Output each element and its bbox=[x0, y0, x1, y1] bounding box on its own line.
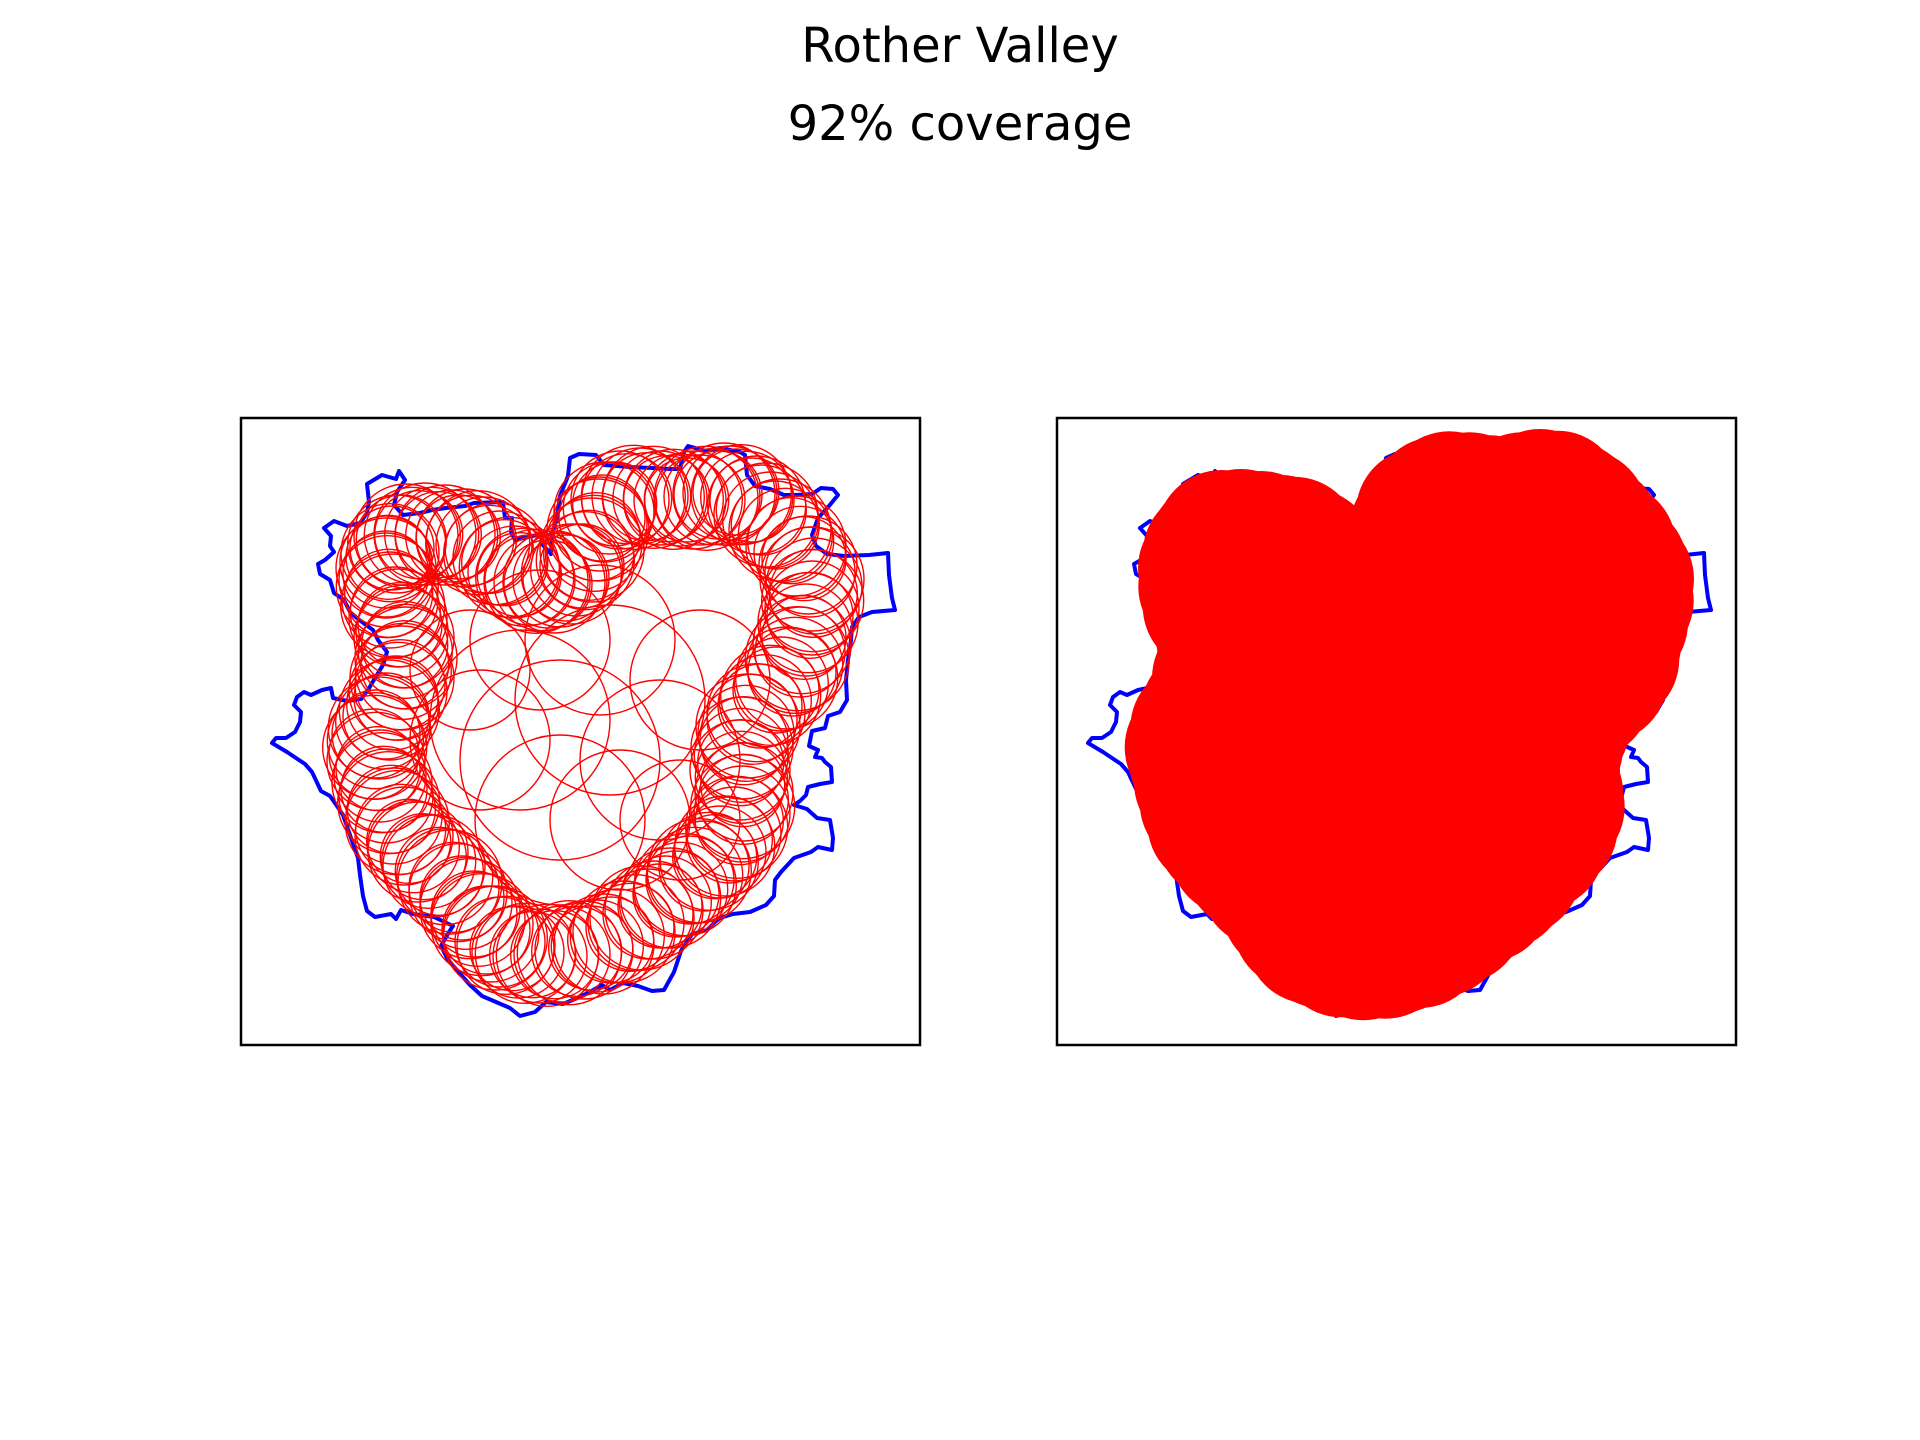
coverage-circle bbox=[471, 905, 565, 999]
coverage-circle bbox=[685, 796, 773, 884]
coverage-circle bbox=[535, 511, 635, 611]
coverage-circle bbox=[366, 798, 452, 884]
coverage-circle bbox=[342, 530, 430, 618]
coverage-circle bbox=[474, 734, 646, 906]
coverage-circle bbox=[524, 564, 676, 716]
coverage-circle bbox=[348, 568, 448, 668]
coverage-circle bbox=[345, 514, 431, 600]
coverage-circle bbox=[342, 672, 430, 760]
coverage-circle bbox=[461, 519, 549, 607]
coverage-circle bbox=[622, 448, 724, 550]
coverage-circle bbox=[747, 497, 835, 585]
coverage-circle bbox=[475, 527, 575, 627]
coverage-circle bbox=[469, 569, 611, 711]
coverage-circle bbox=[543, 509, 635, 601]
coverage-circle bbox=[720, 644, 822, 746]
coverage-circle bbox=[737, 487, 833, 583]
coverage-circle bbox=[663, 448, 761, 546]
coverage-subtitle: 92% coverage bbox=[787, 96, 1133, 152]
coverage-circle bbox=[558, 474, 646, 562]
coverage-circle bbox=[709, 457, 795, 543]
coverage-circle bbox=[379, 813, 467, 901]
coverage-circle bbox=[658, 820, 750, 912]
coverage-circle bbox=[425, 490, 531, 596]
coverage-circle bbox=[579, 679, 741, 841]
coverage-circle bbox=[484, 534, 576, 626]
coverage-circle bbox=[633, 453, 727, 547]
filled-coverage-panel bbox=[1055, 416, 1738, 1047]
coverage-circle bbox=[619, 759, 741, 881]
coverage-circle bbox=[690, 444, 792, 546]
coverage-circle bbox=[354, 606, 458, 710]
coverage-circle bbox=[552, 476, 648, 572]
coverage-circle bbox=[746, 616, 844, 714]
boundary-outline bbox=[270, 444, 897, 1018]
coverage-circle bbox=[355, 584, 449, 678]
coverage-circle bbox=[396, 828, 494, 926]
coverage-circle bbox=[353, 587, 455, 689]
coverage-circle bbox=[570, 450, 670, 550]
coverage-circle bbox=[692, 448, 780, 536]
figure-title: Rother Valley bbox=[801, 18, 1119, 74]
coverage-circle bbox=[349, 625, 455, 731]
coverage-circle bbox=[338, 659, 440, 761]
coverage-circle bbox=[690, 754, 796, 860]
coverage-circle bbox=[617, 863, 703, 949]
coverage-circle bbox=[747, 627, 837, 717]
coverage-circle bbox=[419, 855, 505, 941]
coverage-circle bbox=[326, 692, 424, 790]
coverage-circle bbox=[752, 595, 852, 695]
coverage-circle bbox=[601, 445, 705, 549]
coverage-circle bbox=[632, 850, 720, 938]
coverage-circle bbox=[732, 646, 820, 734]
coverage-circle bbox=[429, 629, 611, 811]
coverage-circle bbox=[539, 523, 625, 609]
coverage-circle bbox=[331, 689, 421, 779]
coverage-circle bbox=[685, 775, 789, 879]
coverage-circle bbox=[335, 535, 439, 639]
coverage-circle bbox=[585, 882, 675, 972]
coverage-circle bbox=[409, 669, 551, 811]
coverage-circle bbox=[337, 751, 441, 855]
coverage-circle bbox=[483, 528, 589, 634]
coverage-circle bbox=[514, 604, 706, 796]
coverage-circle bbox=[441, 885, 531, 975]
coverage-circle bbox=[408, 841, 500, 933]
coverage-circle bbox=[349, 566, 441, 658]
coverage-circle bbox=[549, 749, 691, 891]
coverage-circle bbox=[474, 902, 576, 1004]
coverage-circle bbox=[546, 478, 650, 582]
coverage-circle bbox=[516, 900, 622, 1006]
coverage-fill bbox=[1190, 492, 1630, 956]
coverage-circle bbox=[715, 464, 807, 556]
coverage-circle bbox=[394, 826, 484, 916]
coverage-circle bbox=[730, 480, 820, 570]
coverage-circle bbox=[645, 835, 735, 925]
coverage-circle bbox=[409, 609, 531, 731]
circle-outlines-panel bbox=[239, 416, 922, 1047]
coverage-circle bbox=[697, 684, 795, 782]
coverage-circle bbox=[522, 534, 610, 622]
coverage-circle bbox=[338, 532, 434, 628]
coverage-circle bbox=[580, 444, 686, 550]
coverage-circle bbox=[344, 770, 450, 876]
coverage-circle bbox=[394, 484, 496, 586]
coverage-circle bbox=[467, 525, 561, 619]
coverage-circle bbox=[456, 895, 556, 995]
coverage-circle bbox=[341, 551, 439, 649]
coverage-circle bbox=[761, 549, 865, 653]
coverage-circle bbox=[459, 659, 661, 861]
coverage-circle bbox=[340, 503, 440, 603]
coverage-circle bbox=[340, 553, 446, 659]
coverage-circle bbox=[759, 526, 865, 632]
coverage-circle bbox=[492, 908, 588, 1004]
coverage-circle bbox=[629, 609, 771, 751]
